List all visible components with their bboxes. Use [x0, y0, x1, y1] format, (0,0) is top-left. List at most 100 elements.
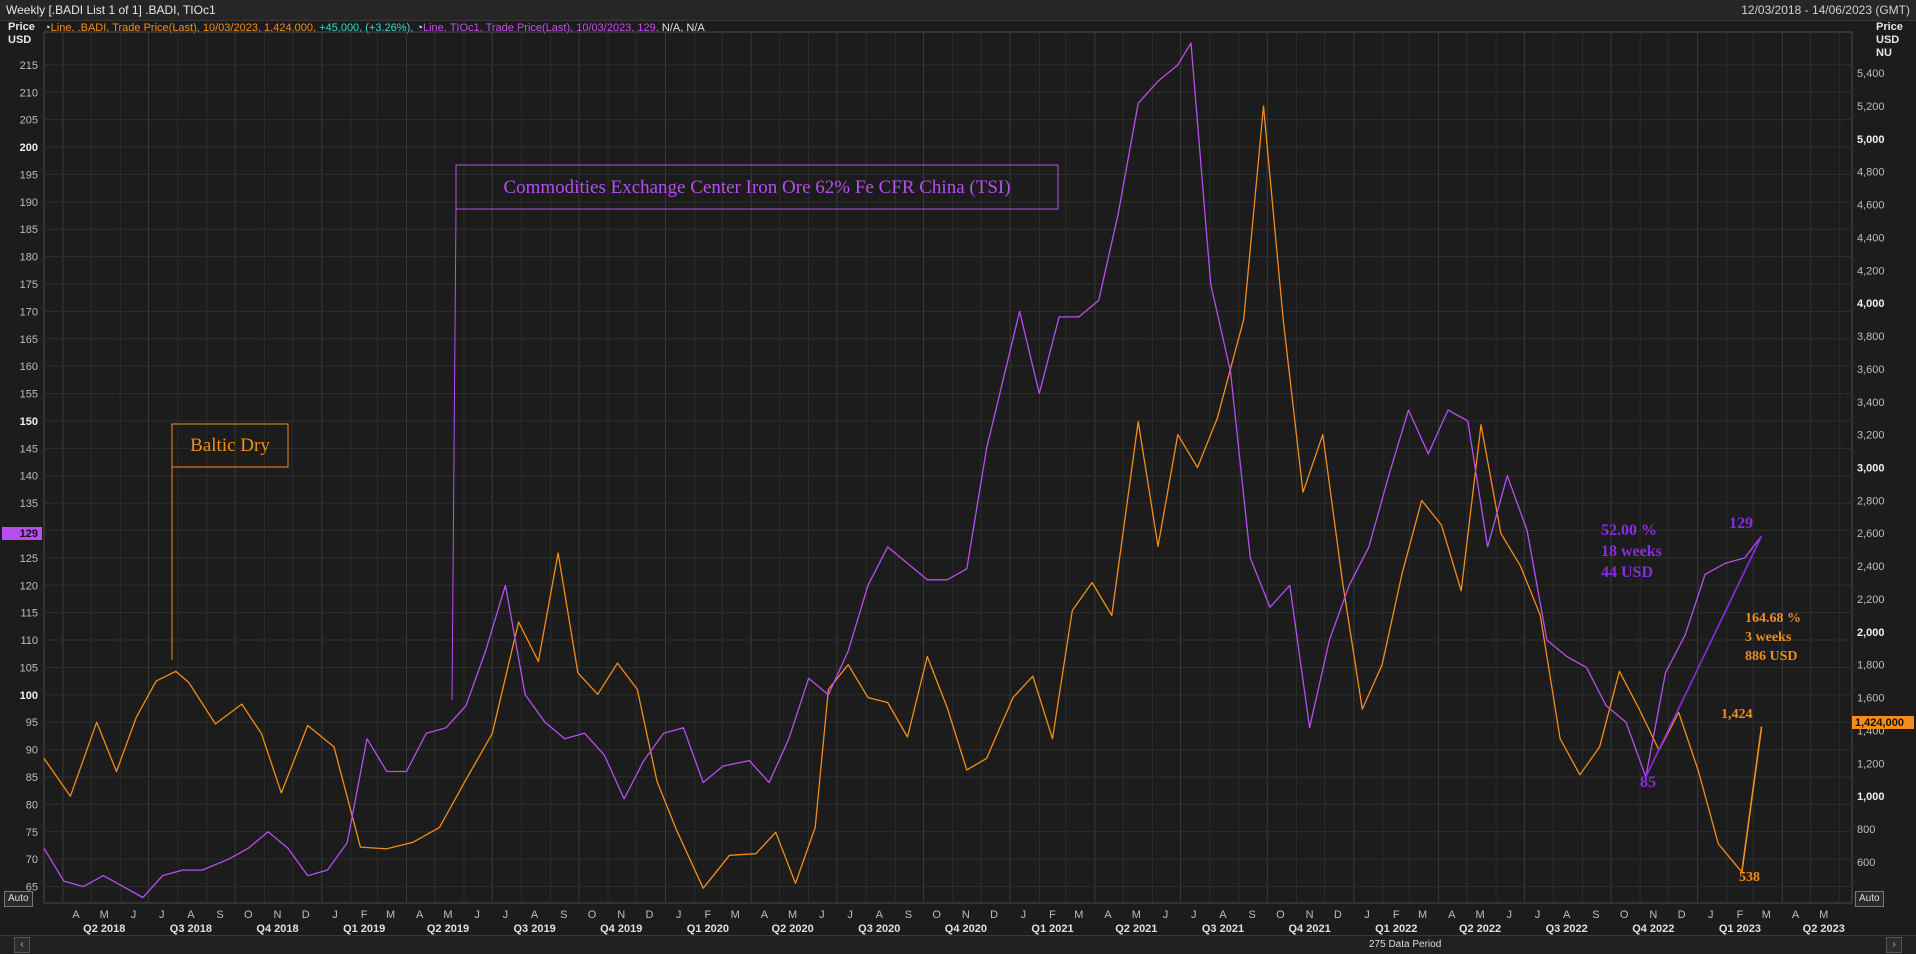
month-tick-label: M: [1132, 909, 1141, 921]
right-tick-label: 800: [1857, 824, 1875, 836]
month-tick-label: J: [1163, 909, 1169, 921]
right-tick-label: 2,000: [1857, 627, 1885, 639]
month-tick-label: J: [1535, 909, 1541, 921]
left-tick-label: 110: [20, 635, 38, 647]
quarter-tick-label: Q1 2022: [1375, 923, 1417, 935]
right-auto-button[interactable]: Auto: [1855, 891, 1884, 907]
month-tick-label: F: [705, 909, 712, 921]
status-bar: 275 Data Period: [0, 935, 1916, 954]
right-tick-label: 5,000: [1857, 134, 1885, 146]
month-tick-label: J: [1021, 909, 1027, 921]
right-tick-label: 1,800: [1857, 660, 1885, 672]
month-tick-label: J: [159, 909, 165, 921]
month-tick-label: S: [216, 909, 223, 921]
right-tick-label: 1,000: [1857, 791, 1885, 803]
quarter-tick-label: Q4 2018: [256, 923, 298, 935]
right-tick-label: 1,200: [1857, 758, 1885, 770]
left-axis-header: Price USD: [8, 21, 35, 47]
left-tick-label: 125: [20, 553, 38, 565]
month-tick-label: J: [819, 909, 825, 921]
month-tick-label: D: [1678, 909, 1686, 921]
month-tick-label: N: [1306, 909, 1314, 921]
scroll-left-icon[interactable]: ‹: [14, 937, 30, 953]
left-tick-label: 150: [20, 416, 38, 428]
left-tick-label: 195: [20, 169, 38, 181]
month-tick-label: N: [1649, 909, 1657, 921]
month-tick-label: J: [1708, 909, 1714, 921]
month-tick-label: M: [443, 909, 452, 921]
right-tick-label: 2,600: [1857, 528, 1885, 540]
right-tick-label: 2,400: [1857, 561, 1885, 573]
month-tick-label: A: [761, 909, 769, 921]
month-tick-label: J: [847, 909, 853, 921]
badi-legend-icon[interactable]: ◔: [44, 22, 51, 34]
month-tick-label: M: [788, 909, 797, 921]
badi-legend-change: +45.000, (+3.26%),: [319, 22, 417, 34]
left-tick-label: 215: [20, 60, 38, 72]
tio-change-usd: 44 USD: [1601, 564, 1653, 581]
left-tick-label: 190: [20, 197, 38, 209]
month-tick-label: D: [990, 909, 998, 921]
scroll-right-icon[interactable]: ›: [1886, 937, 1902, 953]
legend-bar: ◔Line, .BADI, Trade Price(Last), 10/03/2…: [44, 22, 705, 34]
left-tick-label: 145: [20, 443, 38, 455]
left-tick-label: 205: [20, 115, 38, 127]
badi-low-label: 538: [1739, 870, 1760, 885]
annotations: Baltic Dry Commodities Exchange Center I…: [171, 164, 1801, 885]
month-tick-label: F: [361, 909, 368, 921]
month-tick-label: A: [416, 909, 424, 921]
right-axis-header-unit: USD: [1876, 34, 1900, 46]
left-tick-label: 80: [26, 799, 38, 811]
right-tick-label: 3,600: [1857, 364, 1885, 376]
tio-low-label: 85: [1640, 774, 1656, 791]
month-tick-label: S: [1248, 909, 1255, 921]
quarter-tick-label: Q4 2022: [1632, 923, 1674, 935]
month-tick-label: S: [1592, 909, 1599, 921]
month-tick-label: O: [932, 909, 941, 921]
quarter-tick-label: Q3 2019: [514, 923, 556, 935]
badi-high-label: 1,424: [1721, 707, 1753, 722]
month-tick-label: A: [1563, 909, 1571, 921]
month-tick-label: J: [1191, 909, 1197, 921]
month-tick-label: A: [531, 909, 539, 921]
month-tick-label: A: [1792, 909, 1800, 921]
quarter-tick-label: Q2 2019: [427, 923, 469, 935]
right-tick-label: 4,800: [1857, 167, 1885, 179]
month-tick-label: A: [187, 909, 195, 921]
month-tick-label: M: [386, 909, 395, 921]
month-tick-label: D: [1334, 909, 1342, 921]
quarter-tick-label: Q1 2023: [1719, 923, 1761, 935]
month-tick-label: N: [274, 909, 282, 921]
month-tick-label: F: [1737, 909, 1744, 921]
month-tick-label: O: [1620, 909, 1629, 921]
month-tick-label: N: [962, 909, 970, 921]
baltic-label-box[interactable]: [171, 423, 289, 468]
tio-legend-text: Line, TIOc1, Trade Price(Last), 10/03/20…: [423, 22, 662, 34]
plot-frame: [43, 31, 1853, 904]
iron-label-box[interactable]: [455, 164, 1059, 210]
right-tick-label: 600: [1857, 857, 1875, 869]
left-tick-label: 170: [20, 306, 38, 318]
series-line-tioc1: [43, 42, 1763, 899]
right-tick-label: 4,000: [1857, 298, 1885, 310]
month-tick-label: J: [503, 909, 509, 921]
month-tick-label: J: [332, 909, 338, 921]
right-tick-label: 3,200: [1857, 430, 1885, 442]
month-tick-label: M: [100, 909, 109, 921]
right-tick-label: 4,600: [1857, 200, 1885, 212]
left-auto-button[interactable]: Auto: [4, 891, 33, 907]
badi-change-weeks: 3 weeks: [1745, 630, 1792, 645]
quarter-tick-label: Q2 2022: [1459, 923, 1501, 935]
quarter-tick-label: Q4 2021: [1288, 923, 1330, 935]
tio-legend-icon[interactable]: ◔: [416, 22, 423, 34]
right-tick-label: 2,800: [1857, 495, 1885, 507]
month-tick-label: J: [676, 909, 682, 921]
left-tick-label: 70: [26, 854, 38, 866]
right-tick-label: 5,200: [1857, 101, 1885, 113]
date-range: 12/03/2018 - 14/06/2023 (GMT): [1741, 3, 1910, 17]
month-tick-label: M: [1074, 909, 1083, 921]
month-tick-label: J: [131, 909, 137, 921]
month-tick-label: M: [731, 909, 740, 921]
left-tick-label: 105: [20, 662, 38, 674]
